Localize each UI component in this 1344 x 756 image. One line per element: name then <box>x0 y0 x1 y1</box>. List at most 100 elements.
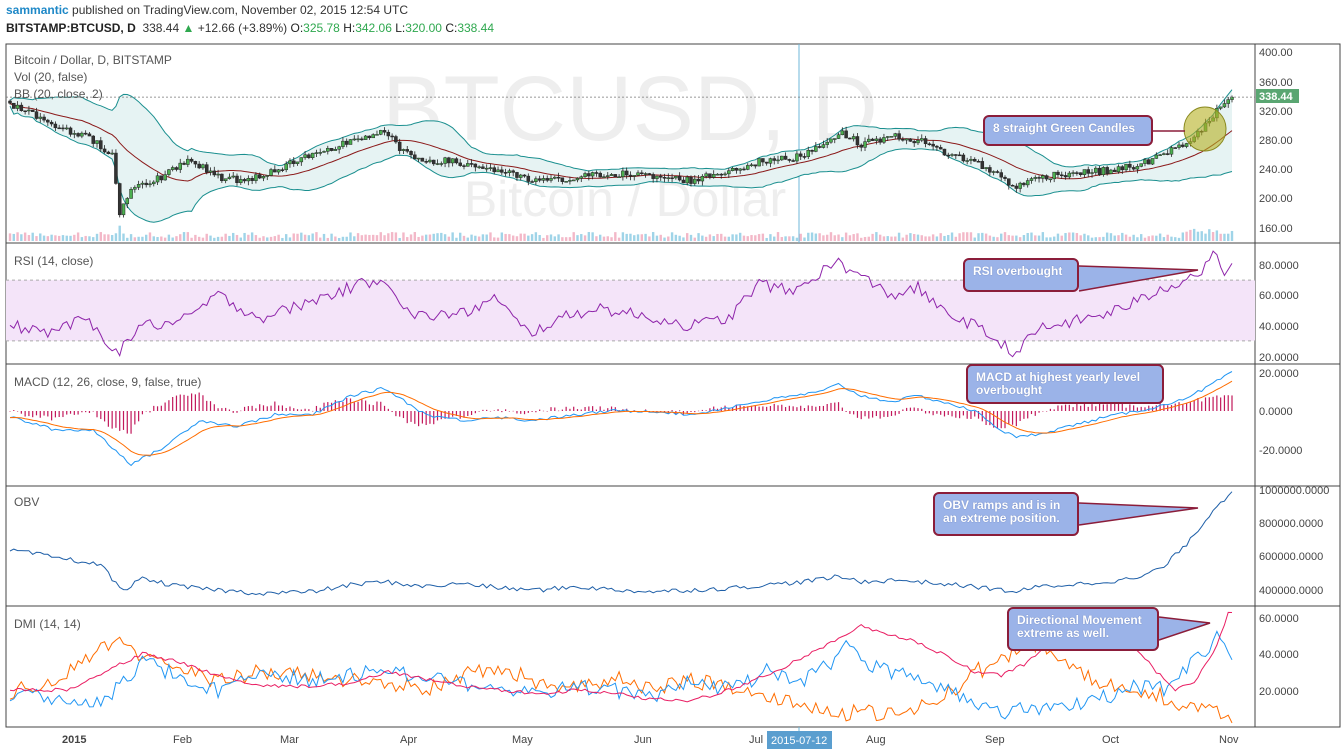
volume-bar <box>1003 232 1007 241</box>
volume-bar <box>614 232 617 241</box>
macd-histogram-bar <box>111 411 113 429</box>
candle <box>711 174 716 178</box>
candle <box>1097 167 1102 175</box>
candle <box>257 174 262 179</box>
macd-histogram-bar <box>1046 411 1048 412</box>
candle <box>867 138 871 142</box>
candle <box>568 180 572 182</box>
macd-histogram-bar <box>406 411 408 424</box>
macd-histogram-bar <box>1189 402 1191 411</box>
candle <box>1116 166 1121 173</box>
bb-lower-line <box>9 105 1233 223</box>
macd-histogram-bar <box>830 402 832 411</box>
macd-histogram-bar <box>217 408 219 411</box>
macd-histogram-bar <box>501 411 503 413</box>
volume-bar <box>269 236 273 241</box>
volume-bar <box>371 234 375 241</box>
macd-histogram-bar <box>103 411 106 422</box>
candle <box>874 138 879 141</box>
volume-bar <box>394 232 398 241</box>
macd-histogram-bar <box>1030 411 1033 415</box>
macd-histogram-bar <box>565 406 567 411</box>
volume-bar <box>462 235 466 241</box>
candle <box>670 177 674 179</box>
author-link[interactable]: sammantic <box>6 3 69 17</box>
candle <box>1003 176 1007 179</box>
candle <box>515 172 519 178</box>
volume-bar <box>451 232 454 241</box>
volume-bar <box>776 232 780 241</box>
macd-histogram-bar <box>1053 409 1055 411</box>
candle <box>394 136 398 143</box>
macd-histogram-bar <box>1178 402 1180 411</box>
symbol-label[interactable]: BITSTAMP:BTCUSD, D <box>6 21 136 35</box>
volume-bar <box>716 233 719 241</box>
candle <box>1135 166 1140 170</box>
candle <box>348 139 353 145</box>
candle <box>1056 171 1060 176</box>
volume-bar <box>57 235 61 241</box>
annotation-obv-pointer <box>1078 502 1199 526</box>
volume-bar <box>220 236 224 241</box>
macd-histogram-bar <box>402 411 405 419</box>
candle <box>469 163 474 165</box>
candle <box>352 138 357 141</box>
candle <box>742 168 746 171</box>
volume-bar <box>481 234 485 241</box>
macd-tick: 0.0000 <box>1259 406 1293 418</box>
macd-histogram-bar <box>856 411 859 418</box>
candle <box>382 130 387 133</box>
volume-bar <box>80 237 84 241</box>
volume-bar <box>761 233 765 241</box>
annotation-dmi: Directional Movement extreme as well. <box>1007 607 1159 651</box>
macd-histogram-bar <box>1061 405 1063 411</box>
macd-histogram-bar <box>107 411 109 427</box>
candle <box>901 139 905 141</box>
open-label: O: <box>290 21 304 35</box>
volume-bar <box>489 232 492 241</box>
volume-bar <box>1049 237 1052 241</box>
volume-bar <box>822 235 825 241</box>
macd-histogram-bar <box>376 401 378 411</box>
macd-histogram-bar <box>690 411 692 412</box>
volume-bar <box>84 235 87 241</box>
annotation-green-candles: 8 straight Green Candles <box>983 115 1153 146</box>
macd-histogram-bar <box>837 402 840 411</box>
candle <box>957 154 962 157</box>
volume-bar <box>1219 233 1222 241</box>
volume-bar <box>1227 233 1230 241</box>
candle <box>1181 144 1185 147</box>
volume-bar <box>31 232 34 241</box>
macd-histogram-bar <box>206 400 208 411</box>
macd-histogram-bar <box>955 411 957 418</box>
candle <box>772 158 776 161</box>
volume-bar <box>962 232 965 241</box>
macd-histogram-bar <box>705 410 707 411</box>
macd-histogram-bar <box>1170 405 1173 411</box>
macd-histogram-bar <box>1106 404 1108 411</box>
candle <box>1150 158 1155 165</box>
volume-bar <box>330 233 333 241</box>
candle <box>38 116 43 119</box>
time-label: May <box>512 734 533 746</box>
macd-histogram-bar <box>251 405 253 411</box>
candle <box>1124 163 1128 171</box>
volume-bar <box>788 236 791 241</box>
volume-bar <box>1230 230 1234 241</box>
volume-bar <box>1034 235 1037 241</box>
macd-histogram-bar <box>96 411 98 418</box>
volume-bar <box>818 233 821 241</box>
macd-histogram-bar <box>1087 406 1089 411</box>
macd-histogram-bar <box>43 411 45 416</box>
annotation-rsi: RSI overbought <box>963 258 1079 292</box>
candle <box>492 167 497 173</box>
volume-bar <box>973 237 976 241</box>
macd-histogram-bar <box>660 411 662 412</box>
candle <box>1112 169 1117 173</box>
candle <box>473 163 478 168</box>
volume-bar <box>750 235 753 241</box>
volume-bar <box>674 234 678 241</box>
macd-histogram-bar <box>236 411 238 413</box>
candle <box>189 158 194 162</box>
